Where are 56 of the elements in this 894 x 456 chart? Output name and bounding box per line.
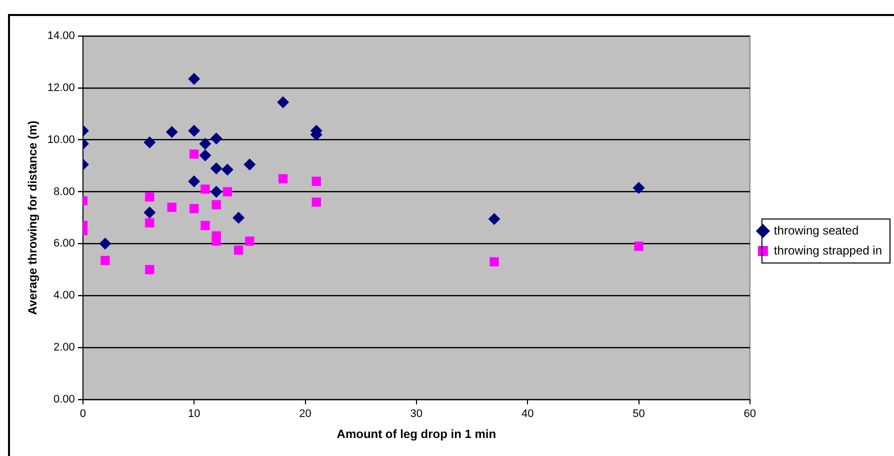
x-tick-label: 0: [80, 408, 86, 420]
y-tick-label: 2.00: [54, 342, 75, 354]
x-tick-label: 30: [410, 408, 423, 420]
point: [634, 242, 644, 251]
y-tick-label: 12.00: [47, 82, 75, 94]
y-axis-title: Average throwing for distance (m): [26, 120, 40, 315]
point: [188, 72, 200, 85]
x-tick-label: 10: [188, 408, 200, 420]
point: [312, 176, 321, 186]
point: [234, 246, 244, 255]
point: [212, 236, 221, 246]
point: [145, 192, 154, 202]
legend-label: throwing seated: [774, 223, 859, 238]
point: [190, 204, 199, 214]
point: [244, 158, 256, 170]
point: [490, 257, 499, 266]
point: [199, 149, 212, 162]
point: [200, 184, 210, 194]
point: [221, 164, 234, 176]
legend-label: throwing strapped in: [774, 243, 882, 258]
y-tick-label: 10.00: [47, 134, 75, 146]
point: [212, 200, 221, 210]
point: [210, 132, 222, 145]
x-tick-label: 40: [521, 408, 534, 420]
point: [144, 136, 156, 148]
point: [632, 182, 645, 194]
x-tick-label: 60: [744, 408, 756, 420]
point: [277, 96, 290, 108]
point: [190, 150, 199, 159]
point: [188, 175, 200, 188]
point: [488, 213, 500, 225]
point: [199, 138, 212, 150]
x-tick-label: 20: [299, 408, 312, 420]
x-tick-label: 50: [632, 408, 645, 420]
point: [222, 187, 232, 196]
point: [278, 174, 288, 184]
y-tick-label: 0.00: [54, 393, 75, 406]
y-tick-label: 4.00: [54, 290, 75, 302]
x-axis-title: Amount of leg drop in 1 min: [336, 427, 496, 442]
point: [166, 126, 178, 138]
point: [245, 236, 254, 246]
point: [312, 198, 321, 207]
point: [210, 186, 222, 198]
point: [145, 265, 154, 274]
y-tick-label: 14.00: [47, 30, 75, 42]
point: [99, 238, 112, 250]
point: [210, 162, 222, 174]
point: [200, 220, 210, 230]
point: [167, 202, 176, 212]
y-tick-label: 6.00: [54, 238, 75, 250]
point: [232, 212, 245, 224]
point: [188, 124, 200, 137]
point: [144, 206, 156, 219]
point: [145, 218, 154, 228]
y-tick-label: 8.00: [54, 186, 75, 198]
point: [100, 256, 110, 266]
